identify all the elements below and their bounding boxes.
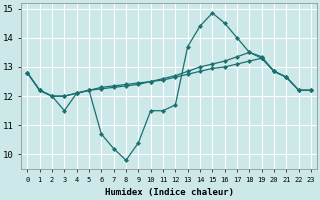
X-axis label: Humidex (Indice chaleur): Humidex (Indice chaleur) [105,188,234,197]
